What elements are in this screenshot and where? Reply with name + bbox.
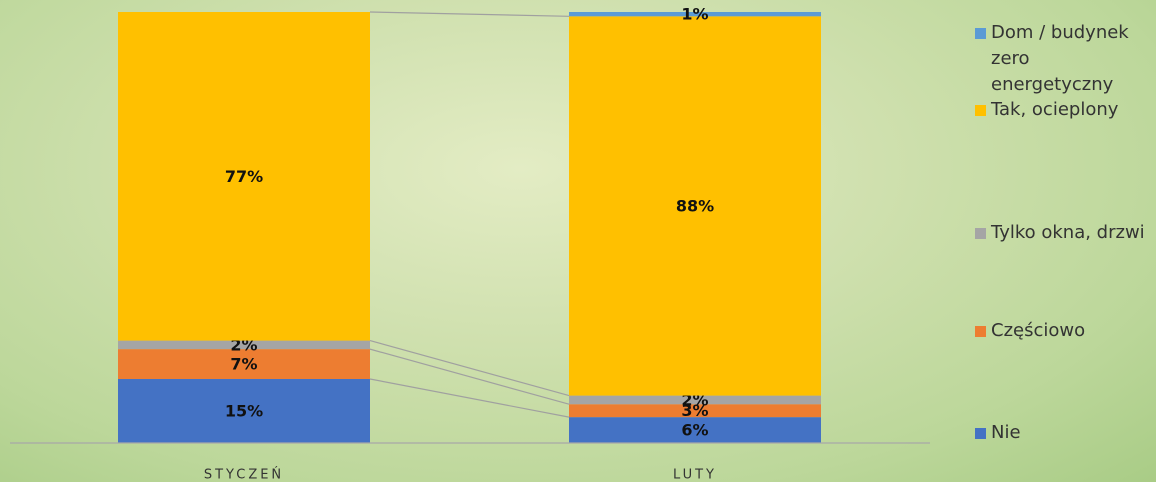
legend-marker xyxy=(975,428,986,439)
data-label: 15% xyxy=(225,401,263,420)
data-label: 77% xyxy=(225,167,263,186)
legend-label: Tak, ocieplony xyxy=(975,97,1155,123)
data-label: 88% xyxy=(676,196,714,215)
x-tick-label: STYCZEŃ xyxy=(204,467,284,482)
data-label: 7% xyxy=(230,355,257,374)
legend-label: Nie xyxy=(975,420,1155,446)
series-line xyxy=(370,341,569,396)
legend-item: Tak, ocieplony xyxy=(975,97,1155,123)
legend-item: Nie xyxy=(975,420,1155,446)
legend-marker xyxy=(975,326,986,337)
legend-marker xyxy=(975,28,986,39)
legend-item: Częściowo xyxy=(975,318,1155,344)
series-line xyxy=(370,349,569,404)
legend-label: Tylko okna, drzwi xyxy=(975,220,1155,246)
data-label: 1% xyxy=(681,5,708,24)
legend-marker xyxy=(975,228,986,239)
series-line xyxy=(370,12,569,16)
legend-label: Częściowo xyxy=(975,318,1155,344)
legend-item: Dom / budynek zero energetyczny xyxy=(975,20,1155,98)
legend-label: Dom / budynek zero energetyczny xyxy=(975,20,1155,98)
legend-item: Tylko okna, drzwi xyxy=(975,220,1155,246)
data-label: 6% xyxy=(681,421,708,440)
legend-marker xyxy=(975,105,986,116)
x-tick-label: LUTY xyxy=(673,468,717,482)
chart: 15%7%2%77%6%3%2%88%1%STYCZEŃLUTY NieCzęś… xyxy=(0,0,1156,482)
series-line xyxy=(370,379,569,417)
